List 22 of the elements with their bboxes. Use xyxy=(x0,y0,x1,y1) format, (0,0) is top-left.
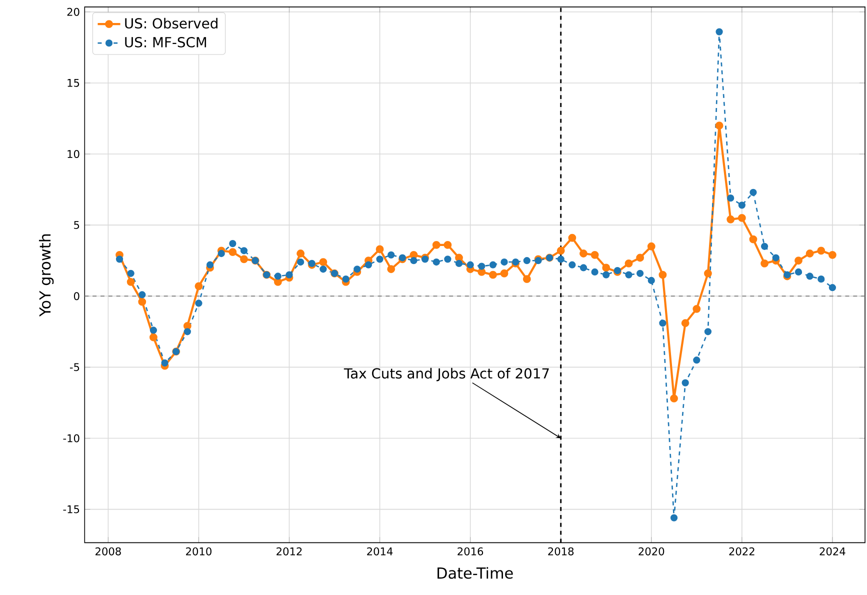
y-tick-label: 20 xyxy=(67,8,80,16)
x-tick-label: 2018 xyxy=(548,547,574,556)
y-tick-label: -10 xyxy=(63,434,80,442)
x-tick-label: 2024 xyxy=(820,547,846,556)
y-tick-label: 15 xyxy=(68,78,80,87)
y-tick-label: -15 xyxy=(63,505,80,514)
y-tick-label: 0 xyxy=(74,292,80,300)
x-tick-label: 2014 xyxy=(367,547,393,556)
x-tick-label: 2020 xyxy=(638,547,664,556)
x-axis-title: Date-Time xyxy=(438,566,513,579)
x-tick-label: 2012 xyxy=(276,547,302,556)
y-tick-label: -5 xyxy=(70,363,80,372)
legend-label: US: MF-SCM xyxy=(125,36,206,48)
y-tick-label: 10 xyxy=(68,150,80,158)
x-tick-label: 2022 xyxy=(729,547,754,556)
x-tick-label: 2016 xyxy=(458,547,484,556)
annotation: Tax Cuts and Jobs Act of 2017 xyxy=(344,368,549,382)
x-tick-label: 2008 xyxy=(96,547,121,556)
y-tick-label: 5 xyxy=(74,221,80,229)
y-axis-title: YoY growth xyxy=(38,234,54,316)
x-tick-label: 2010 xyxy=(186,547,212,556)
legend-label: US: Observed xyxy=(125,18,218,28)
